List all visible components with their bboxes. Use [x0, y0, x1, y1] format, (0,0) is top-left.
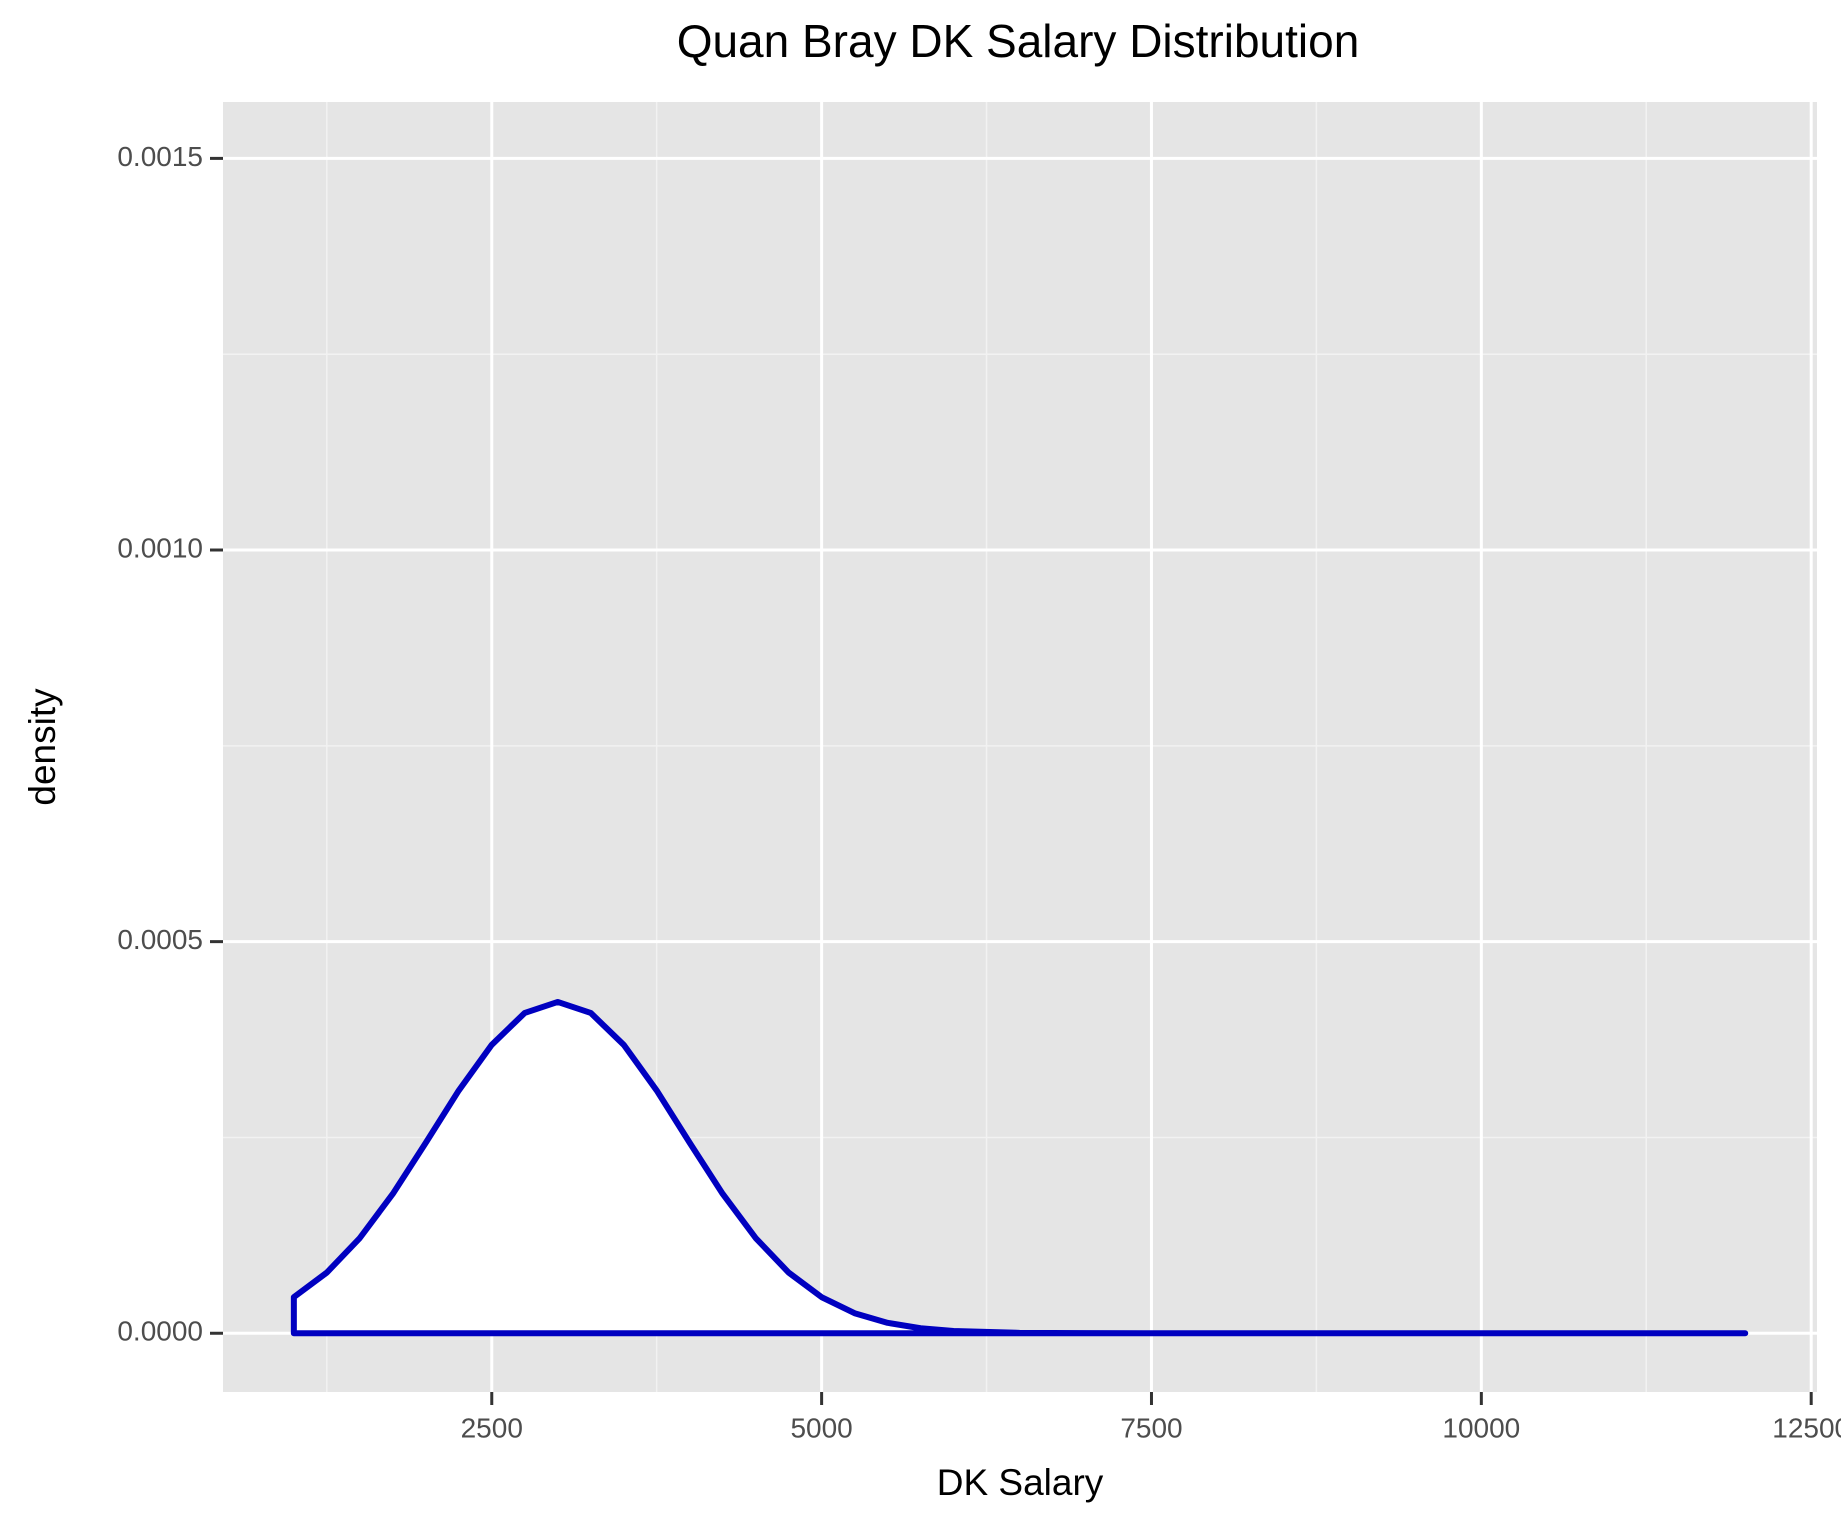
y-tick-label: 0.0000	[117, 1316, 203, 1347]
chart-title: Quan Bray DK Salary Distribution	[677, 15, 1360, 67]
x-tick-label: 2500	[461, 1412, 523, 1443]
y-tick-label: 0.0015	[117, 141, 203, 172]
y-tick-label: 0.0010	[117, 532, 203, 563]
y-axis-title: density	[22, 688, 63, 806]
y-tick-label: 0.0005	[117, 924, 203, 955]
x-tick-label: 10000	[1442, 1412, 1520, 1443]
x-axis-title: DK Salary	[937, 1462, 1104, 1503]
x-tick-label: 7500	[1120, 1412, 1182, 1443]
x-tick-label: 5000	[790, 1412, 852, 1443]
density-area	[290, 998, 1749, 1337]
